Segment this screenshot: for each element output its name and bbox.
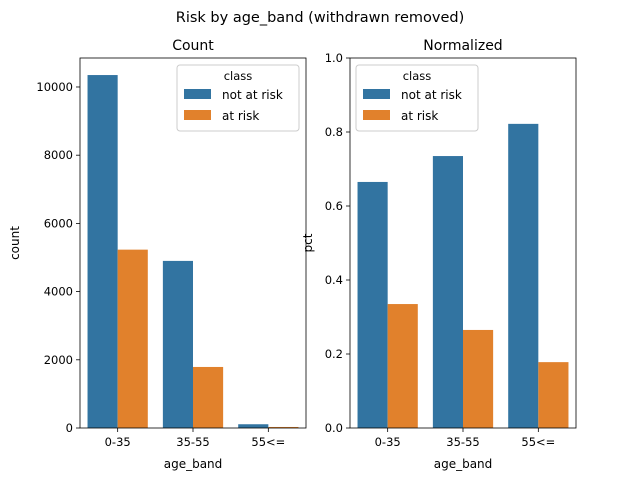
count-bar-not-at-risk-2 (238, 424, 269, 428)
normalized-y-tick-label: 0.4 (325, 273, 343, 287)
count-legend-entry-0: not at risk (222, 88, 283, 102)
count-legend-title: class (224, 69, 253, 83)
count-bar-at-risk-1 (193, 366, 224, 428)
count-x-axis-label: age_band (164, 457, 223, 471)
normalized-bar-at-risk-2 (538, 362, 569, 428)
count-y-tick-label: 6000 (44, 216, 73, 230)
count-y-tick-label: 2000 (44, 353, 73, 367)
count-y-tick-label: 0 (66, 421, 73, 435)
count-x-tick-label: 55<= (251, 435, 285, 449)
normalized-bar-not-at-risk-2 (508, 123, 539, 429)
normalized-x-tick-label: 55<= (521, 435, 555, 449)
normalized-bar-not-at-risk-0 (357, 181, 388, 428)
normalized-y-tick-label: 0.2 (325, 347, 343, 361)
count-legend-swatch-1 (184, 110, 211, 120)
normalized-bar-not-at-risk-1 (432, 156, 463, 429)
normalized-legend: class not at risk at risk (355, 64, 479, 132)
figure-title: Risk by age_band (withdrawn removed) (176, 10, 464, 26)
normalized-y-tick-label: 0.8 (325, 125, 343, 139)
normalized-y-tick-label: 1.0 (325, 51, 343, 65)
normalized-y-tick-label: 0.0 (325, 421, 343, 435)
count-legend-entry-1: at risk (222, 109, 259, 123)
normalized-chart-title: Normalized (423, 38, 502, 54)
count-x-tick-label: 35-55 (176, 435, 209, 449)
count-bar-at-risk-0 (117, 249, 148, 428)
count-bar-not-at-risk-0 (87, 75, 118, 428)
count-chart: Count 0 2000 4000 6000 8000 10000 0-35 35-55 55<… (8, 38, 307, 471)
normalized-legend-entry-1: at risk (401, 109, 438, 123)
count-plot-area: 0 2000 4000 6000 8000 10000 0-35 35-55 55<= class… (36, 57, 307, 449)
normalized-y-tick-label: 0.6 (325, 199, 343, 213)
normalized-chart: Normalized 0.0 0.2 0.4 0.6 0.8 1.0 0-35 35-55 55… (301, 38, 577, 471)
normalized-legend-swatch-0 (363, 89, 390, 99)
count-y-tick-label: 4000 (44, 285, 73, 299)
count-bar-not-at-risk-1 (162, 260, 193, 428)
count-legend: class not at risk at risk (176, 64, 300, 132)
normalized-legend-entry-0: not at risk (401, 88, 462, 102)
normalized-bar-at-risk-1 (463, 329, 494, 428)
normalized-y-axis-label: pct (301, 233, 315, 252)
normalized-plot-area: 0.0 0.2 0.4 0.6 0.8 1.0 0-35 35-55 55<= class not … (325, 51, 577, 449)
count-bar-at-risk-2 (268, 426, 299, 428)
count-legend-swatch-0 (184, 89, 211, 99)
count-y-tick-label: 8000 (44, 148, 73, 162)
count-chart-title: Count (172, 38, 214, 54)
normalized-legend-title: class (403, 69, 432, 83)
count-y-axis-label: count (8, 226, 22, 260)
count-y-tick-label: 10000 (36, 80, 73, 94)
normalized-x-tick-label: 35-55 (446, 435, 479, 449)
normalized-bar-at-risk-0 (387, 304, 418, 428)
normalized-x-axis-label: age_band (434, 457, 493, 471)
normalized-legend-swatch-1 (363, 110, 390, 120)
count-x-tick-label: 0-35 (105, 435, 131, 449)
normalized-x-tick-label: 0-35 (375, 435, 401, 449)
